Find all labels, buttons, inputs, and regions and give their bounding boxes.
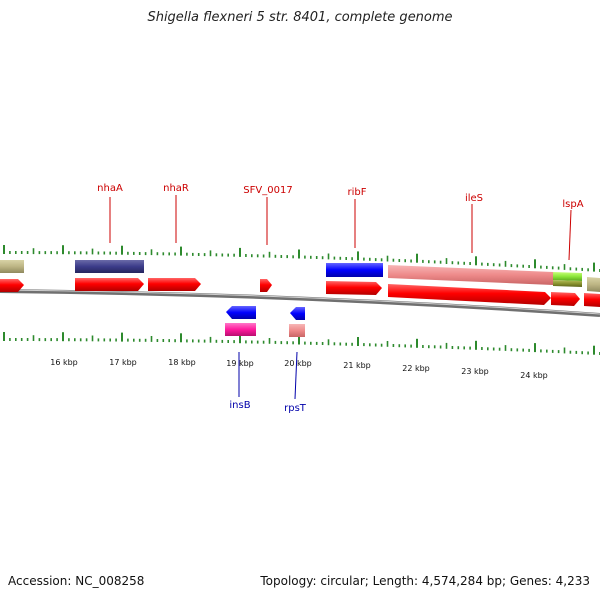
- gene-label-insB: insB: [229, 352, 251, 411]
- feature-khaki-left: [0, 260, 24, 273]
- svg-text:insB: insB: [229, 400, 250, 411]
- axis-label-19kbp: 19 kbp: [226, 359, 254, 368]
- gene-label-nhaR: nhaR: [163, 183, 189, 243]
- gene-label-rpsT: rpsT: [284, 351, 307, 414]
- cds-arrow-nhaR: [148, 278, 201, 291]
- cds-arrow-lspA: [551, 292, 580, 306]
- feature-rpsT-block: [289, 324, 305, 337]
- gene-label-ileS: ileS: [465, 193, 483, 253]
- cds-arrow-rpsT: [290, 307, 305, 320]
- cds-arrow-left: [0, 279, 24, 292]
- axis-label-21kbp: 21 kbp: [343, 361, 371, 370]
- axis-label-16kbp: 16 kbp: [50, 358, 78, 367]
- feature-insB-block: [225, 323, 256, 336]
- cds-arrow-ribF: [326, 281, 382, 295]
- gene-label-SFV_0017: SFV_0017: [243, 185, 293, 245]
- axis-label-24kbp: 24 kbp: [520, 371, 548, 380]
- svg-text:lspA: lspA: [562, 199, 583, 210]
- feature-lspA-block-lower: [553, 280, 582, 287]
- genome-backbone-highlight: [0, 289, 600, 315]
- svg-text:SFV_0017: SFV_0017: [243, 185, 292, 196]
- cds-arrow-insB: [226, 306, 256, 319]
- tick-marks-bottom: [3, 332, 600, 355]
- feature-lspA-block: [553, 272, 582, 281]
- svg-text:nhaA: nhaA: [97, 183, 123, 194]
- svg-text:ileS: ileS: [465, 193, 483, 204]
- cds-arrow-right: [584, 293, 600, 307]
- feature-ribF-block: [326, 263, 383, 277]
- genome-backbone: [0, 289, 600, 317]
- genome-summary-text: Topology: circular; Length: 4,574,284 bp…: [260, 574, 590, 588]
- axis-label-20kbp: 20 kbp: [284, 359, 312, 368]
- feature-ileS-block: [388, 265, 553, 285]
- feature-nhaA-block: [75, 260, 144, 273]
- cds-arrow-nhaA: [75, 278, 144, 291]
- svg-text:nhaR: nhaR: [163, 183, 189, 194]
- axis-label-22kbp: 22 kbp: [402, 364, 430, 373]
- svg-text:ribF: ribF: [348, 187, 367, 198]
- gene-label-lspA: lspA: [562, 199, 584, 261]
- axis-label-17kbp: 17 kbp: [109, 358, 137, 367]
- map-title: Shigella flexneri 5 str. 8401, complete …: [147, 10, 453, 25]
- cds-arrow-ileS: [388, 284, 551, 305]
- gene-label-nhaA: nhaA: [97, 183, 123, 243]
- cds-arrow-SFV_0017: [260, 279, 272, 292]
- axis-label-18kbp: 18 kbp: [168, 358, 196, 367]
- feature-khaki-right: [587, 277, 600, 292]
- gene-label-ribF: ribF: [348, 187, 367, 248]
- axis-label-23kbp: 23 kbp: [461, 367, 489, 376]
- accession-text: Accession: NC_008258: [8, 574, 145, 588]
- svg-text:rpsT: rpsT: [284, 403, 307, 414]
- axis-labels: 16 kbp 17 kbp 18 kbp 19 kbp 20 kbp 21 kb…: [50, 358, 548, 380]
